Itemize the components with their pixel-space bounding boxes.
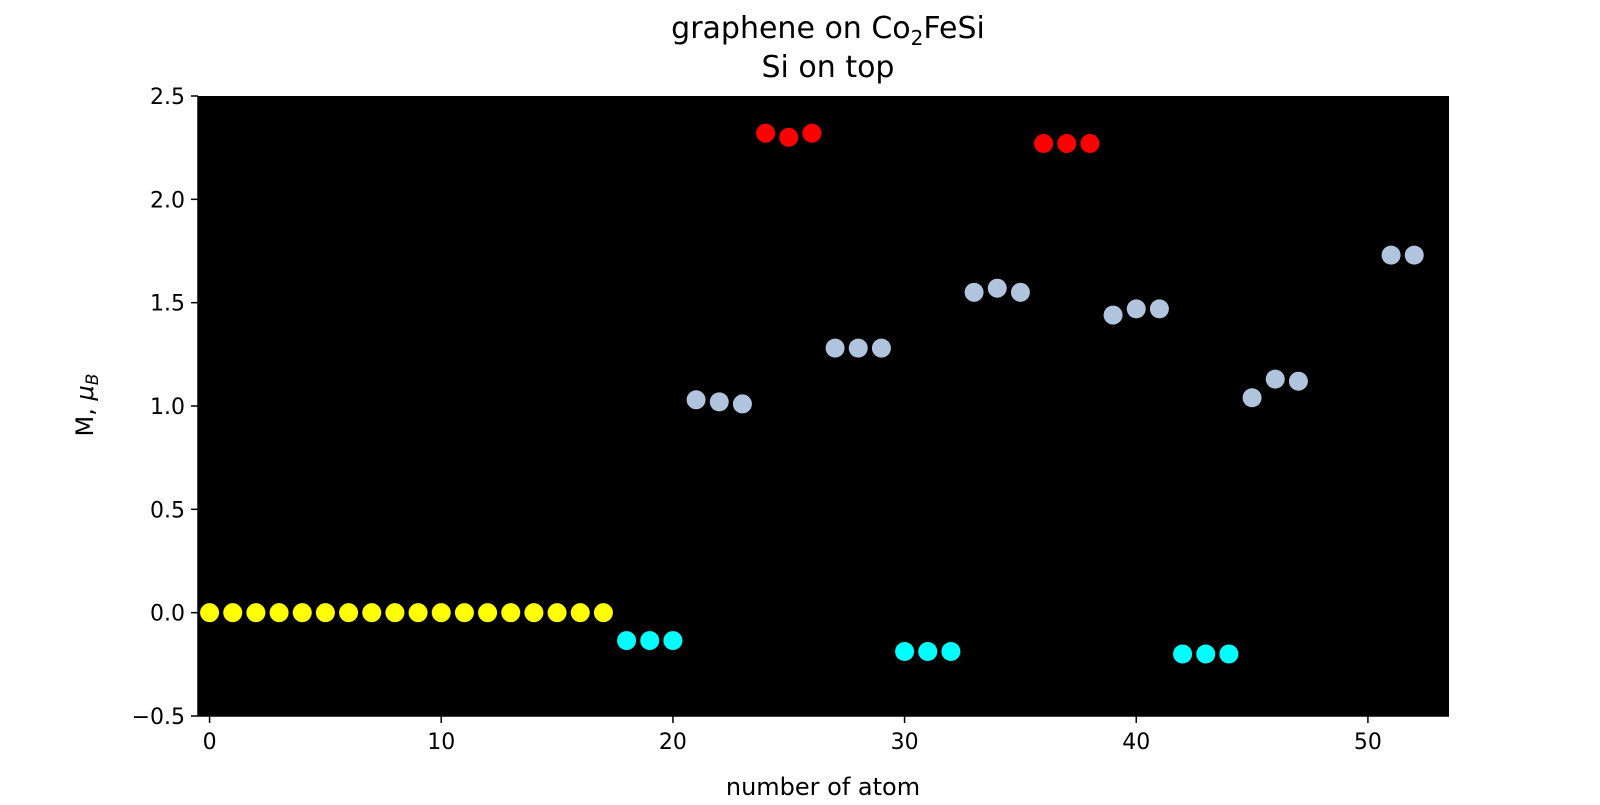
data-point	[454, 603, 474, 623]
data-point	[339, 603, 359, 623]
data-point	[292, 603, 312, 623]
plot-area	[198, 96, 1449, 716]
y-tick-label: 1.0	[150, 395, 185, 420]
data-point	[732, 394, 752, 414]
y-tick-label: 2.0	[150, 188, 185, 213]
data-point	[408, 603, 428, 623]
data-point	[547, 603, 567, 623]
y-tick-label: 0.5	[150, 498, 185, 523]
data-point	[570, 603, 590, 623]
data-point	[941, 642, 961, 662]
chart-title-suffix: FeSi	[923, 11, 984, 46]
data-point	[200, 603, 220, 623]
data-point	[1126, 299, 1146, 319]
data-point	[362, 603, 382, 623]
data-point	[1404, 245, 1424, 265]
chart-subtitle: Si on top	[762, 50, 895, 85]
chart-title-subscript: 2	[911, 26, 924, 50]
data-point	[825, 338, 845, 358]
x-tick-label: 20	[659, 730, 687, 755]
y-axis: −0.5 0.0 0.5 1.0 1.5 2.0 2.5	[132, 85, 199, 730]
x-tick-label: 10	[427, 730, 455, 755]
y-tick-label: 1.5	[150, 292, 185, 317]
y-axis-label-main: M,	[71, 400, 99, 436]
data-point	[1288, 371, 1308, 391]
data-point	[802, 123, 822, 143]
data-point	[709, 392, 729, 412]
x-tick-label: 40	[1122, 730, 1150, 755]
data-point	[246, 603, 266, 623]
data-point	[1010, 282, 1030, 302]
data-point	[1103, 305, 1123, 325]
data-point	[431, 603, 451, 623]
data-point	[686, 390, 706, 410]
y-axis-label-mu: μ	[71, 385, 99, 401]
data-point	[964, 282, 984, 302]
y-axis-label-subscript: B	[83, 374, 103, 386]
data-point	[269, 603, 289, 623]
x-tick-label: 30	[891, 730, 919, 755]
data-point	[593, 603, 613, 623]
data-point	[779, 127, 799, 147]
data-point	[1242, 388, 1262, 408]
data-points	[200, 123, 1424, 664]
chart-title: graphene on Co2FeSi	[671, 11, 985, 50]
data-point	[1080, 134, 1100, 154]
data-point	[1173, 644, 1193, 664]
data-point	[640, 631, 660, 651]
x-tick-label: 50	[1354, 730, 1382, 755]
data-point	[756, 123, 776, 143]
data-point	[848, 338, 868, 358]
x-axis-label: number of atom	[726, 773, 920, 800]
y-tick-label: 0.0	[150, 602, 185, 627]
y-tick-label: −0.5	[132, 705, 185, 730]
data-point	[478, 603, 498, 623]
data-point	[1381, 245, 1401, 265]
data-point	[1149, 299, 1169, 319]
data-point	[501, 603, 521, 623]
chart-title-main: graphene on Co	[671, 11, 911, 46]
data-point	[987, 278, 1007, 298]
x-axis: 0 10 20 30 40 50	[198, 715, 1449, 755]
data-point	[223, 603, 243, 623]
x-tick-label: 0	[203, 730, 217, 755]
data-point	[1196, 644, 1216, 664]
data-point	[385, 603, 405, 623]
data-point	[1219, 644, 1239, 664]
data-point	[1034, 134, 1054, 154]
data-point	[871, 338, 891, 358]
y-tick-label: 2.5	[150, 85, 185, 110]
data-point	[663, 631, 683, 651]
y-axis-label: M, μB	[71, 374, 103, 437]
data-point	[1265, 369, 1285, 389]
data-point	[1057, 134, 1077, 154]
data-point	[524, 603, 544, 623]
data-point	[315, 603, 335, 623]
data-point	[918, 642, 938, 662]
data-point	[895, 642, 915, 662]
data-point	[617, 631, 637, 651]
